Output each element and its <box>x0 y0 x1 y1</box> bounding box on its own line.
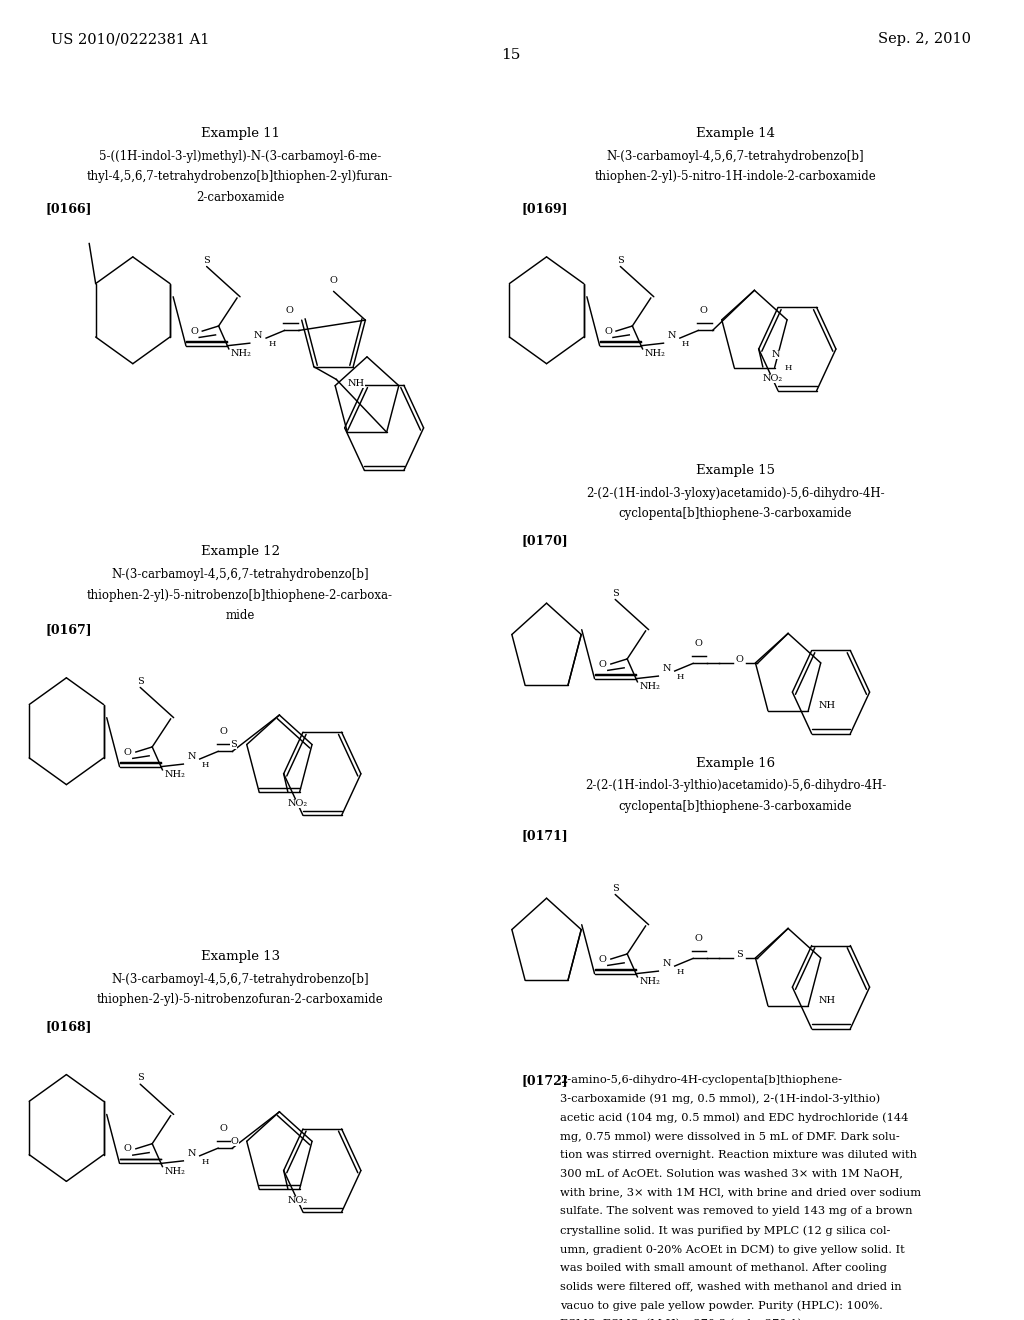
Text: NH: NH <box>818 701 836 710</box>
Text: acetic acid (104 mg, 0.5 mmol) and EDC hydrochloride (144: acetic acid (104 mg, 0.5 mmol) and EDC h… <box>560 1113 908 1123</box>
Text: S: S <box>611 589 618 598</box>
Text: O: O <box>599 954 607 964</box>
Text: O: O <box>330 276 338 285</box>
Text: H: H <box>784 363 793 371</box>
Text: N: N <box>663 664 671 673</box>
Text: N: N <box>254 331 262 341</box>
Text: O: O <box>699 306 708 315</box>
Text: O: O <box>124 1144 132 1154</box>
Text: S: S <box>617 256 624 264</box>
Text: H: H <box>677 969 684 977</box>
Text: Example 14: Example 14 <box>696 127 775 140</box>
Text: H: H <box>677 673 684 681</box>
Text: NH₂: NH₂ <box>165 771 185 779</box>
Text: NH₂: NH₂ <box>230 350 252 359</box>
Text: N: N <box>187 752 196 760</box>
Text: [0172]: [0172] <box>521 1074 567 1088</box>
Text: O: O <box>219 727 227 737</box>
Text: 300 mL of AcOEt. Solution was washed 3× with 1M NaOH,: 300 mL of AcOEt. Solution was washed 3× … <box>560 1168 903 1179</box>
Text: thyl-4,5,6,7-tetrahydrobenzo[b]thiophen-2-yl)furan-: thyl-4,5,6,7-tetrahydrobenzo[b]thiophen-… <box>87 170 393 183</box>
Text: Example 11: Example 11 <box>201 127 280 140</box>
Text: 2-amino-5,6-dihydro-4H-cyclopenta[b]thiophene-: 2-amino-5,6-dihydro-4H-cyclopenta[b]thio… <box>560 1074 842 1085</box>
Text: Example 15: Example 15 <box>696 465 775 477</box>
Text: N-(3-carbamoyl-4,5,6,7-tetrahydrobenzo[b]: N-(3-carbamoyl-4,5,6,7-tetrahydrobenzo[b… <box>112 569 369 581</box>
Text: mide: mide <box>225 609 255 622</box>
Text: S: S <box>203 256 210 264</box>
Text: [0168]: [0168] <box>46 1020 92 1032</box>
Text: S: S <box>229 741 237 748</box>
Text: crystalline solid. It was purified by MPLC (12 g silica col-: crystalline solid. It was purified by MP… <box>560 1225 890 1236</box>
Text: Example 13: Example 13 <box>201 950 280 962</box>
Text: O: O <box>599 660 607 668</box>
Text: S: S <box>735 950 742 960</box>
Text: 2-(2-(1H-indol-3-yloxy)acetamido)-5,6-dihydro-4H-: 2-(2-(1H-indol-3-yloxy)acetamido)-5,6-di… <box>586 487 885 500</box>
Text: O: O <box>219 1123 227 1133</box>
Text: NH₂: NH₂ <box>645 350 666 359</box>
Text: NO₂: NO₂ <box>288 799 308 808</box>
Text: thiophen-2-yl)-5-nitrobenzofuran-2-carboxamide: thiophen-2-yl)-5-nitrobenzofuran-2-carbo… <box>96 993 383 1006</box>
Text: NH: NH <box>818 997 836 1005</box>
Text: NO₂: NO₂ <box>763 375 783 384</box>
Text: [0170]: [0170] <box>521 535 567 546</box>
Text: O: O <box>694 935 702 944</box>
Text: NH₂: NH₂ <box>639 682 660 692</box>
Text: O: O <box>694 639 702 648</box>
Text: 2-carboxamide: 2-carboxamide <box>196 190 285 203</box>
Text: N-(3-carbamoyl-4,5,6,7-tetrahydrobenzo[b]: N-(3-carbamoyl-4,5,6,7-tetrahydrobenzo[b… <box>607 150 864 162</box>
Text: H: H <box>682 341 689 348</box>
Text: vacuo to give pale yellow powder. Purity (HPLC): 100%.: vacuo to give pale yellow powder. Purity… <box>560 1300 883 1311</box>
Text: Sep. 2, 2010: Sep. 2, 2010 <box>878 33 971 46</box>
Text: O: O <box>735 655 743 664</box>
Text: thiophen-2-yl)-5-nitrobenzo[b]thiophene-2-carboxa-: thiophen-2-yl)-5-nitrobenzo[b]thiophene-… <box>87 589 393 602</box>
Text: H: H <box>202 762 209 770</box>
Text: Example 12: Example 12 <box>201 545 280 558</box>
Text: tion was stirred overnight. Reaction mixture was diluted with: tion was stirred overnight. Reaction mix… <box>560 1150 916 1160</box>
Text: NH₂: NH₂ <box>165 1167 185 1176</box>
Text: [0166]: [0166] <box>46 202 92 215</box>
Text: 3-carboxamide (91 mg, 0.5 mmol), 2-(1H-indol-3-ylthio): 3-carboxamide (91 mg, 0.5 mmol), 2-(1H-i… <box>560 1093 880 1104</box>
Text: O: O <box>230 1137 239 1146</box>
Text: O: O <box>286 306 294 315</box>
Text: [0167]: [0167] <box>46 623 92 636</box>
Text: H: H <box>268 341 275 348</box>
Text: N: N <box>771 350 780 359</box>
Text: S: S <box>137 677 143 685</box>
Text: N-(3-carbamoyl-4,5,6,7-tetrahydrobenzo[b]: N-(3-carbamoyl-4,5,6,7-tetrahydrobenzo[b… <box>112 973 369 986</box>
Text: thiophen-2-yl)-5-nitro-1H-indole-2-carboxamide: thiophen-2-yl)-5-nitro-1H-indole-2-carbo… <box>595 170 877 183</box>
Text: [0169]: [0169] <box>521 202 567 215</box>
Text: [0171]: [0171] <box>521 829 567 842</box>
Text: cyclopenta[b]thiophene-3-carboxamide: cyclopenta[b]thiophene-3-carboxamide <box>618 507 852 520</box>
Text: S: S <box>137 1073 143 1082</box>
Text: mg, 0.75 mmol) were dissolved in 5 mL of DMF. Dark solu-: mg, 0.75 mmol) were dissolved in 5 mL of… <box>560 1131 899 1142</box>
Text: N: N <box>663 960 671 968</box>
Text: O: O <box>604 326 612 335</box>
Text: solids were filtered off, washed with methanol and dried in: solids were filtered off, washed with me… <box>560 1282 901 1291</box>
Text: 5-((1H-indol-3-yl)methyl)-N-(3-carbamoyl-6-me-: 5-((1H-indol-3-yl)methyl)-N-(3-carbamoyl… <box>99 150 381 162</box>
Text: 15: 15 <box>501 48 520 62</box>
Text: N: N <box>668 331 676 341</box>
Text: H: H <box>202 1158 209 1166</box>
Text: with brine, 3× with 1M HCl, with brine and dried over sodium: with brine, 3× with 1M HCl, with brine a… <box>560 1188 921 1197</box>
Text: US 2010/0222381 A1: US 2010/0222381 A1 <box>51 33 210 46</box>
Text: S: S <box>611 883 618 892</box>
Text: NH: NH <box>347 379 365 388</box>
Text: O: O <box>124 747 132 756</box>
Text: Example 16: Example 16 <box>696 756 775 770</box>
Text: N: N <box>187 1148 196 1158</box>
Text: was boiled with small amount of methanol. After cooling: was boiled with small amount of methanol… <box>560 1263 887 1272</box>
Text: umn, gradient 0-20% AcOEt in DCM) to give yellow solid. It: umn, gradient 0-20% AcOEt in DCM) to giv… <box>560 1243 904 1254</box>
Text: sulfate. The solvent was removed to yield 143 mg of a brown: sulfate. The solvent was removed to yiel… <box>560 1206 912 1216</box>
Text: NH₂: NH₂ <box>639 977 660 986</box>
Text: 2-(2-(1H-indol-3-ylthio)acetamido)-5,6-dihydro-4H-: 2-(2-(1H-indol-3-ylthio)acetamido)-5,6-d… <box>585 779 886 792</box>
Text: cyclopenta[b]thiophene-3-carboxamide: cyclopenta[b]thiophene-3-carboxamide <box>618 800 852 813</box>
Text: O: O <box>190 326 199 335</box>
Text: NO₂: NO₂ <box>288 1196 308 1205</box>
